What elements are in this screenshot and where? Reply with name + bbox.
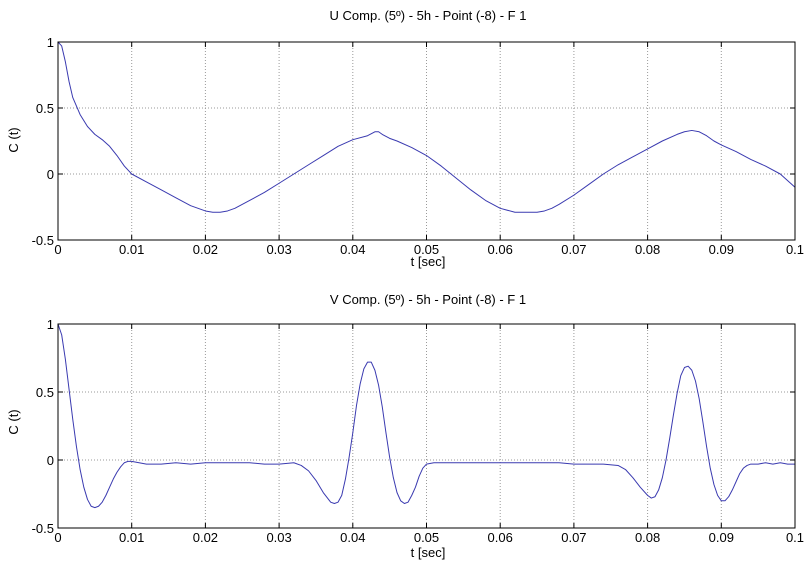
x-tick-label: 0.09 [709,530,734,545]
chart-u-component: U Comp. (5º) - 5h - Point (-8) - F 1 0 0.… [6,8,804,269]
y-tick-label: 1 [47,35,54,50]
y-tick-label: 0.5 [36,385,54,400]
y-tick-label: 0.5 [36,101,54,116]
x-axis-label: t [sec] [411,254,446,269]
x-tick-label: 0.03 [266,530,291,545]
x-tick-label: 0.06 [488,530,513,545]
y-tick-label: -0.5 [32,521,54,536]
series-line [57,323,795,509]
y-tick-label: 0 [47,167,54,182]
x-tick-label: 0 [54,530,61,545]
x-tick-label: 0.1 [786,242,804,257]
x-axis-label: t [sec] [411,545,446,560]
y-axis-label: C (t) [6,127,21,152]
x-tick-label: 0.08 [635,242,660,257]
x-tick-label: 0.04 [340,242,365,257]
x-tick-label: 0.03 [266,242,291,257]
x-tick-label: 0.01 [119,530,144,545]
x-tick-label: 0.02 [193,242,218,257]
x-tick-label: 0.02 [193,530,218,545]
series-line [57,41,796,213]
y-tick-label: 0 [47,453,54,468]
x-tick-label: 0.09 [709,242,734,257]
x-tick-label: 0.1 [786,530,804,545]
x-tick-label: 0.05 [414,242,439,257]
tick-marks [57,323,796,529]
chart-title: V Comp. (5º) - 5h - Point (-8) - F 1 [330,292,526,307]
x-tick-label: 0.07 [561,530,586,545]
y-tick-label: 1 [47,317,54,332]
x-tick-label: 0.05 [414,530,439,545]
x-tick-label: 0.06 [488,242,513,257]
x-tick-label: 0 [54,242,61,257]
series-line-layer [57,323,795,509]
x-tick-label: 0.07 [561,242,586,257]
chart-v-component: V Comp. (5º) - 5h - Point (-8) - F 1 0 0.… [6,292,804,560]
x-tick-labels: 0 0.01 0.02 0.03 0.04 0.05 0.06 0.07 0.08 0.09 0.1 [54,242,804,257]
y-tick-label: -0.5 [32,233,54,248]
x-tick-labels: 0 0.01 0.02 0.03 0.04 0.05 0.06 0.07 0.08 0.09 0.1 [54,530,804,545]
tick-marks [57,41,796,241]
x-tick-label: 0.01 [119,242,144,257]
x-tick-label: 0.08 [635,530,660,545]
y-tick-labels: -0.5 0 0.5 1 [32,317,54,536]
chart-title: U Comp. (5º) - 5h - Point (-8) - F 1 [330,8,527,23]
gridlines [58,42,795,240]
y-tick-labels: -0.5 0 0.5 1 [32,35,54,248]
series-line-layer [57,41,796,213]
x-tick-label: 0.04 [340,530,365,545]
gridlines [58,324,795,528]
y-axis-label: C (t) [6,409,21,434]
